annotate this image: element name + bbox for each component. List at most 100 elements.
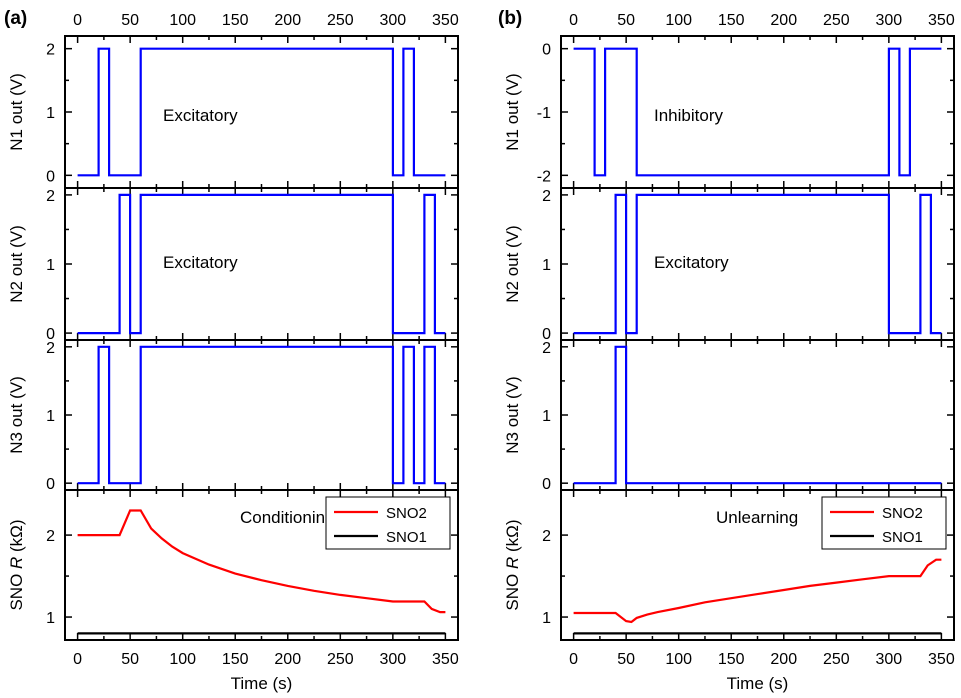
y-tick-label: 2 (542, 188, 551, 205)
y-tick-label: 1 (46, 105, 55, 122)
x-bottom-tick-label: 300 (379, 651, 406, 668)
subplot-2: 0 1 2 N2 out (V) Excitatory (503, 187, 955, 343)
plot-frame (560, 187, 955, 341)
x-axis-label: Time (s) (727, 674, 789, 693)
x-top-tick-label: 250 (823, 12, 850, 29)
annotation-text: Excitatory (163, 106, 238, 125)
x-top-tick-label: 350 (432, 12, 459, 29)
x-axis-label: Time (s) (231, 674, 293, 693)
y-tick-label: 0 (46, 168, 55, 185)
annotation-text: Unlearning (716, 508, 798, 527)
subplot-4: 1 2 SNO R (kΩ) Unlearning SNO2 SNO1 (503, 489, 955, 641)
y-tick-label: 1 (46, 610, 55, 627)
subplot-3: 0 1 2 N3 out (V) (503, 339, 955, 493)
y-tick-label: 1 (46, 257, 55, 274)
y-axis-label: N3 out (V) (503, 376, 522, 453)
subplot-3: 0 1 2 N3 out (V) (7, 339, 459, 493)
plot-frame (560, 339, 955, 491)
series-line (77, 345, 446, 485)
y-tick-label: 2 (46, 42, 55, 59)
plot-frame (560, 35, 955, 189)
y-tick-label: 2 (542, 340, 551, 357)
subplot-1: 0 1 2 N1 out (V) Excitatory (7, 35, 459, 189)
plot-frame (64, 339, 459, 491)
plot-frame (64, 187, 459, 341)
legend-entry: SNO2 (386, 505, 427, 522)
x-bottom-tick-label: 150 (718, 651, 745, 668)
x-bottom-tick-label: 200 (770, 651, 797, 668)
y-axis-label: N1 out (V) (503, 73, 522, 150)
y-axis-label: SNO R (kΩ) (7, 519, 26, 610)
legend-box (821, 496, 947, 550)
y-tick-label: 0 (542, 476, 551, 493)
legend-entry: SNO1 (882, 529, 923, 546)
x-bottom-tick-label: 350 (928, 651, 955, 668)
plot-frame (64, 35, 459, 189)
y-tick-label: 1 (542, 257, 551, 274)
series-line (77, 193, 446, 335)
y-tick-label: 0 (46, 326, 55, 343)
x-top-tick-label: 0 (73, 12, 82, 29)
series-line-sno2 (77, 509, 446, 614)
subplot-4: 1 2 SNO R (kΩ) Conditioning SNO2 SNO1 (7, 489, 459, 641)
x-top-tick-label: 100 (665, 12, 692, 29)
x-bottom-tick-label: 250 (823, 651, 850, 668)
series-line (77, 47, 446, 177)
x-top-tick-label: 350 (928, 12, 955, 29)
series-line (573, 345, 942, 485)
panel-label: (a) (4, 8, 27, 29)
y-tick-label: -2 (537, 168, 551, 185)
y-axis-label: N2 out (V) (7, 225, 26, 302)
x-top-tick-label: 50 (121, 12, 139, 29)
x-top-tick-label: 300 (379, 12, 406, 29)
annotation-text: Excitatory (654, 253, 729, 272)
subplot-1: 0 -1 -2 N1 out (V) Inhibitory (503, 35, 955, 189)
x-top-tick-label: 150 (222, 12, 249, 29)
x-bottom-tick-label: 0 (73, 651, 82, 668)
series-line (573, 47, 942, 177)
x-bottom-tick-label: 350 (432, 651, 459, 668)
legend-entry: SNO2 (882, 505, 923, 522)
legend: SNO2 SNO1 (325, 496, 451, 550)
legend: SNO2 SNO1 (821, 496, 947, 550)
y-tick-label: 1 (542, 408, 551, 425)
legend-entry: SNO1 (386, 529, 427, 546)
y-tick-label: -1 (537, 105, 551, 122)
x-bottom-tick-label: 150 (222, 651, 249, 668)
annotation-text: Excitatory (163, 253, 238, 272)
annotation-text: Inhibitory (654, 106, 723, 125)
y-tick-label: 0 (46, 476, 55, 493)
series-line-sno2 (573, 558, 942, 624)
legend-box (325, 496, 451, 550)
x-top-tick-label: 150 (718, 12, 745, 29)
y-tick-label: 2 (46, 528, 55, 545)
x-top-tick-label: 0 (569, 12, 578, 29)
x-top-tick-label: 100 (169, 12, 196, 29)
x-bottom-tick-label: 50 (121, 651, 139, 668)
x-bottom-tick-label: 100 (665, 651, 692, 668)
subplot-2: 0 1 2 N2 out (V) Excitatory (7, 187, 459, 343)
x-bottom-tick-label: 250 (327, 651, 354, 668)
y-tick-label: 2 (46, 188, 55, 205)
series-line (573, 193, 942, 335)
x-bottom-tick-label: 200 (274, 651, 301, 668)
y-tick-label: 1 (542, 610, 551, 627)
y-axis-label: N2 out (V) (503, 225, 522, 302)
y-axis-label: SNO R (kΩ) (503, 519, 522, 610)
y-axis-label: N1 out (V) (7, 73, 26, 150)
x-bottom-tick-label: 0 (569, 651, 578, 668)
y-tick-label: 0 (542, 42, 551, 59)
x-top-tick-label: 200 (770, 12, 797, 29)
x-top-tick-label: 50 (617, 12, 635, 29)
x-bottom-tick-label: 100 (169, 651, 196, 668)
x-top-tick-label: 250 (327, 12, 354, 29)
y-tick-label: 1 (46, 408, 55, 425)
y-axis-label: N3 out (V) (7, 376, 26, 453)
annotation-text: Conditioning (240, 508, 335, 527)
y-tick-label: 0 (542, 326, 551, 343)
x-top-tick-label: 200 (274, 12, 301, 29)
y-tick-label: 2 (542, 528, 551, 545)
